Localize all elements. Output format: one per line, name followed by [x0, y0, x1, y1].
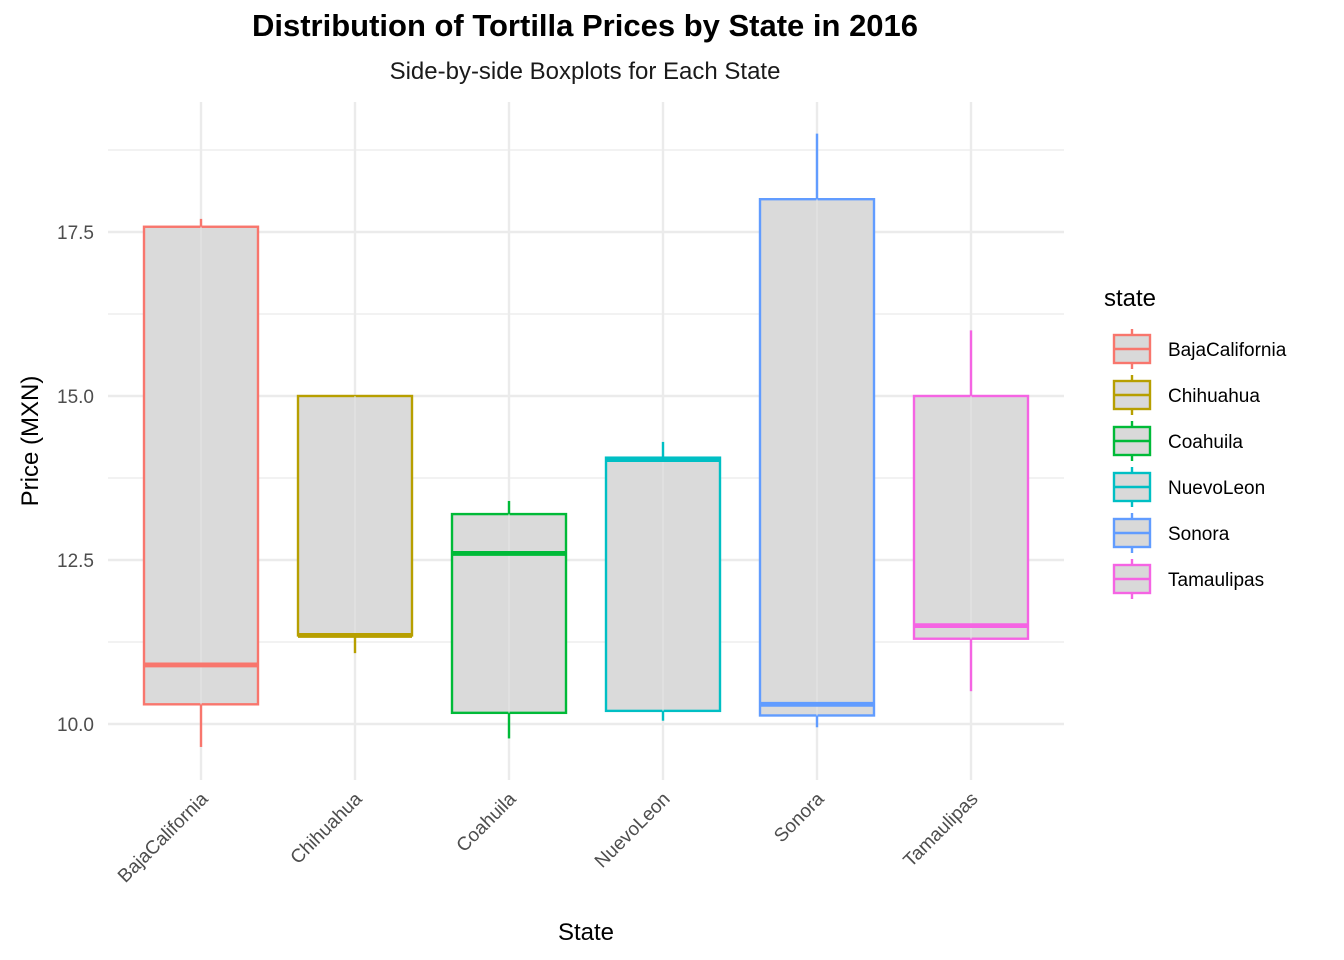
chart-title: Distribution of Tortilla Prices by State… — [251, 8, 919, 43]
y-tick-label: 15.0 — [57, 387, 94, 408]
legend-label: Tamaulipas — [1168, 570, 1264, 591]
y-tick-label: 10.0 — [57, 715, 94, 736]
x-tick-label: Sonora — [770, 788, 828, 846]
y-axis-title: Price (MXN) — [17, 376, 44, 507]
legend-label: BajaCalifornia — [1168, 340, 1287, 361]
legend-label: NuevoLeon — [1168, 478, 1265, 499]
x-tick-label: Coahuila — [453, 788, 521, 856]
y-tick-label: 17.5 — [57, 223, 94, 244]
x-axis-title: State — [558, 919, 614, 946]
x-tick-label: Tamaulipas — [900, 789, 983, 872]
legend-label: Chihuahua — [1168, 386, 1260, 407]
x-tick-label: NuevoLeon — [591, 789, 675, 873]
x-tick-label: BajaCalifornia — [114, 788, 213, 887]
y-tick-label: 12.5 — [57, 551, 94, 572]
legend-label: Coahuila — [1168, 432, 1243, 453]
legend-title: state — [1104, 285, 1156, 312]
x-tick-label: Chihuahua — [287, 788, 367, 868]
legend-label: Sonora — [1168, 524, 1230, 545]
chart-subtitle: Side-by-side Boxplots for Each State — [389, 58, 781, 85]
